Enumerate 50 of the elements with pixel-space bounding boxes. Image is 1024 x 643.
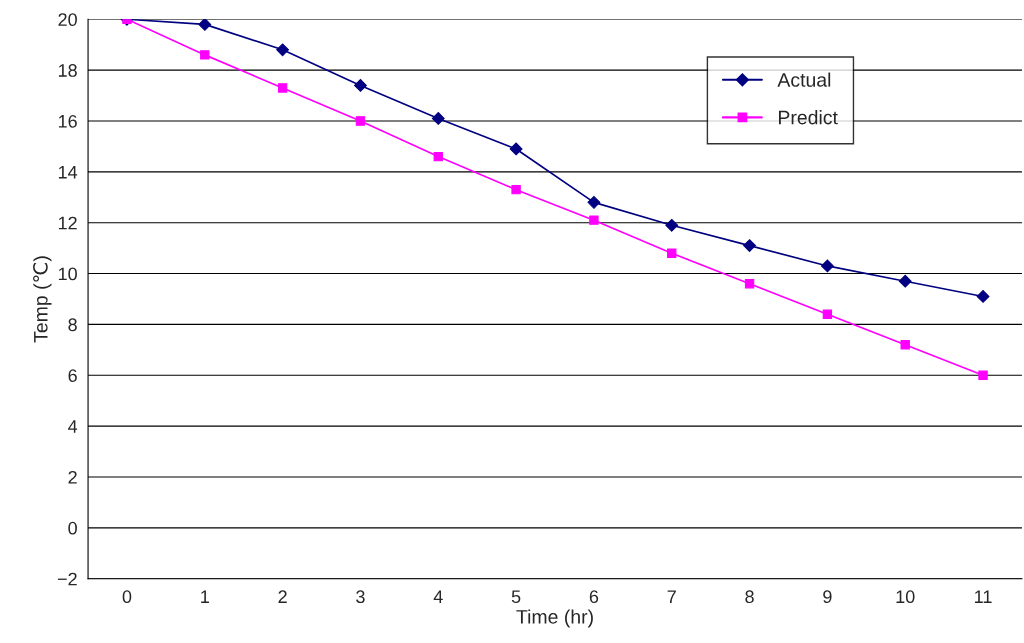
legend-label: Actual [777, 72, 831, 87]
x-tick-label: 7 [667, 590, 676, 603]
x-tick-label: 3 [356, 590, 365, 604]
point [587, 195, 601, 209]
point [354, 78, 367, 92]
point [200, 50, 210, 60]
y-tick-label: 8 [68, 318, 77, 332]
point [431, 112, 445, 125]
x-tick-label: 4 [433, 590, 443, 603]
point [898, 274, 912, 288]
point [589, 215, 599, 225]
point [277, 83, 288, 93]
y-tick-label: 10 [58, 267, 77, 281]
x-tick-label: 2 [278, 590, 287, 603]
y-tick-label: 20 [58, 13, 77, 27]
x-tick-label: 5 [511, 590, 521, 604]
y-tick-label: 2 [68, 470, 77, 484]
y-tick-label: 12 [58, 216, 77, 230]
point [433, 151, 443, 162]
legend-label: Predict [778, 110, 838, 125]
x-axis-title: Time (hr) [516, 609, 593, 628]
y-tick-label: 16 [58, 114, 77, 128]
y-tick-label: 6 [68, 369, 77, 382]
point [900, 340, 910, 350]
point [276, 43, 290, 57]
point [355, 116, 366, 126]
point [743, 239, 756, 253]
point [820, 259, 834, 273]
x-tick-label: 1 [201, 590, 209, 603]
point [744, 279, 755, 289]
x-tick-label: 9 [823, 590, 832, 604]
y-tick-label: 4 [68, 420, 78, 433]
point [822, 309, 833, 319]
y-tick-label: 0 [68, 521, 77, 535]
x-tick-label: 0 [122, 590, 132, 604]
y-axis-title: Temp (℃) [33, 256, 52, 343]
x-tick-label: 10 [896, 590, 915, 604]
point [198, 19, 212, 31]
point [665, 218, 679, 232]
x-tick-label: 11 [975, 590, 992, 603]
point [667, 248, 677, 258]
y-tick-label: −2 [57, 572, 77, 586]
x-tick-label: 8 [745, 590, 754, 604]
point [511, 184, 521, 195]
point [976, 290, 990, 303]
point [978, 370, 988, 380]
point [509, 142, 523, 156]
y-tick-label: 18 [58, 64, 77, 77]
y-tick-label: 14 [58, 165, 78, 179]
x-tick-label: 6 [589, 590, 599, 604]
